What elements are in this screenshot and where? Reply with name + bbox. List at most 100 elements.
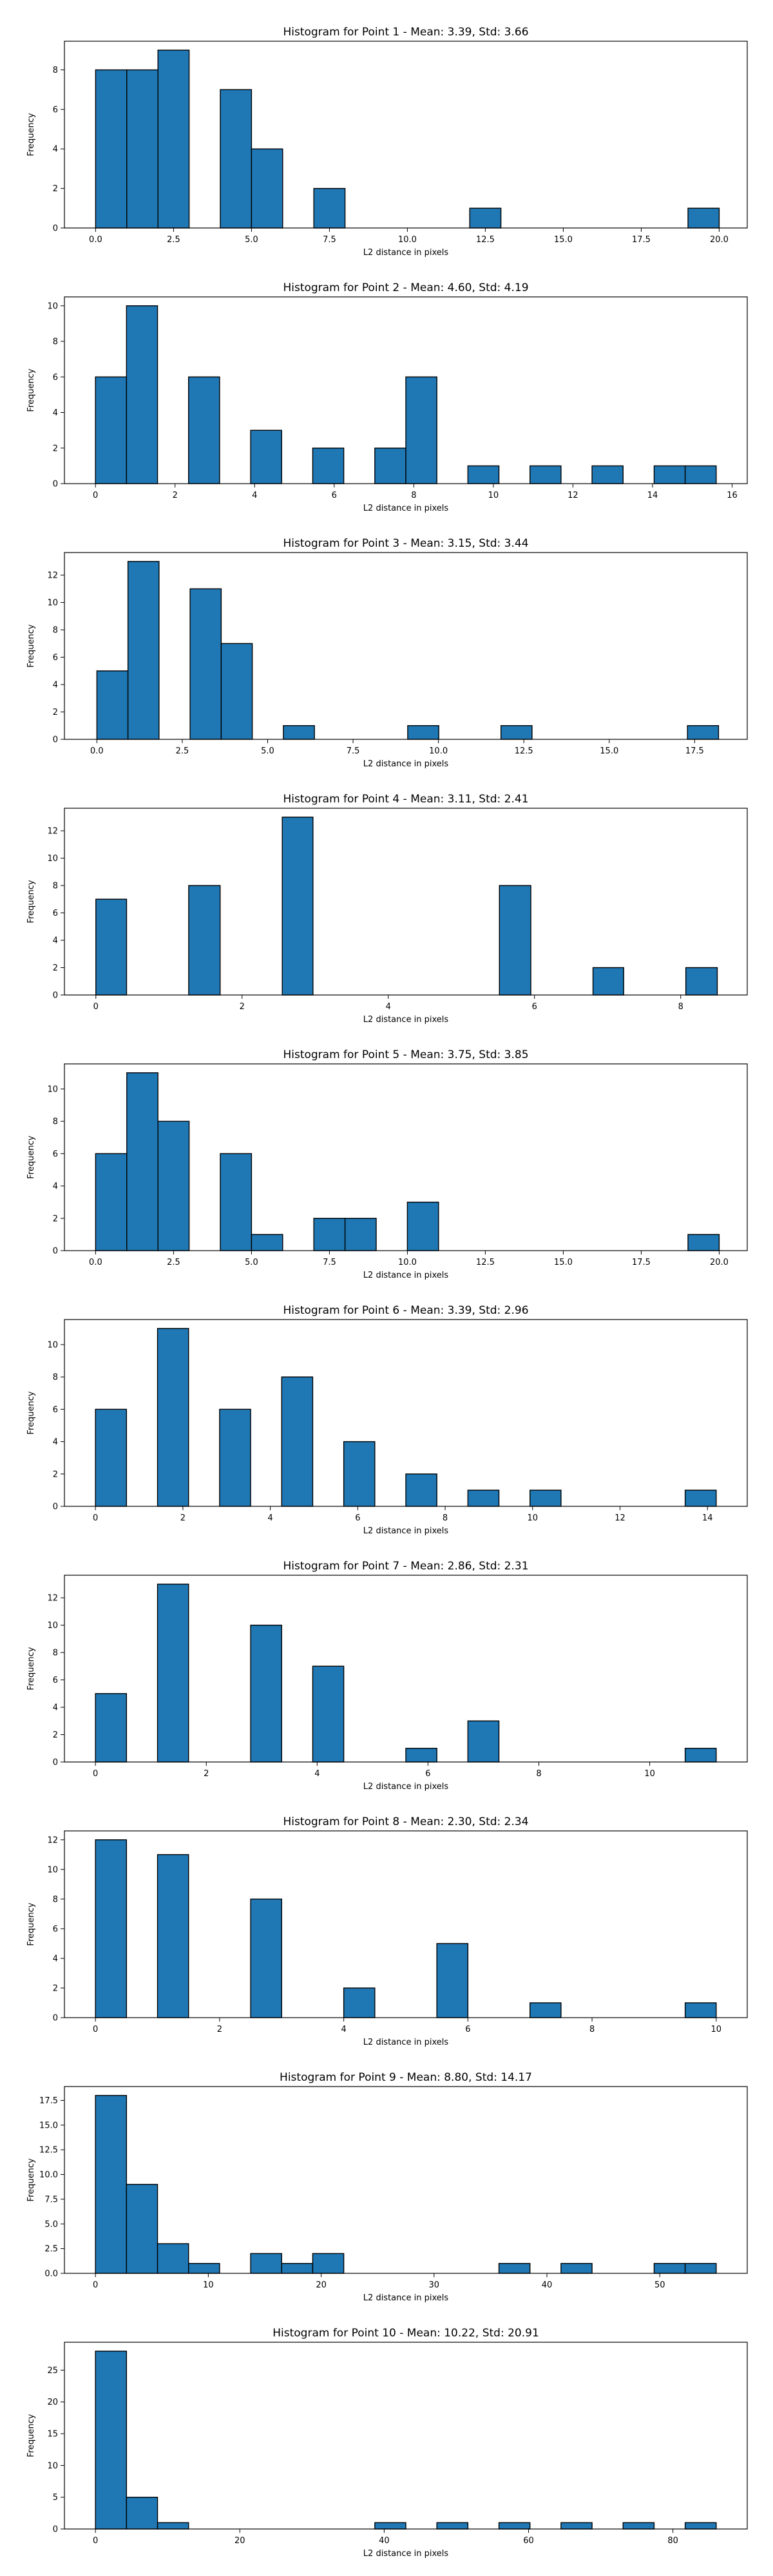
- y-tick-label: 2: [53, 1730, 58, 1740]
- histogram-bar: [344, 1218, 377, 1251]
- histogram-bar: [436, 1943, 469, 2018]
- histogram-panel-5: Histogram for Point 5 - Mean: 3.75, Std:…: [26, 1048, 748, 1280]
- histogram-bar: [157, 1121, 190, 1251]
- y-tick-label: 10.0: [39, 2170, 58, 2180]
- x-tick-label: 6: [465, 2025, 470, 2034]
- x-tick-label: 0: [93, 2536, 98, 2546]
- y-axis-label: Frequency: [26, 880, 36, 923]
- y-tick-label: 0: [53, 2014, 58, 2023]
- histogram-bar: [250, 1624, 282, 1763]
- x-tick-label: 0: [93, 491, 98, 500]
- histogram-bar: [684, 2262, 717, 2274]
- y-tick-label: 12.5: [39, 2146, 58, 2155]
- histogram-bar: [685, 967, 718, 996]
- y-axis-label: Frequency: [26, 1902, 36, 1946]
- histogram-bar: [95, 1839, 128, 2018]
- histogram-bar: [405, 1748, 437, 1763]
- x-tick-label: 12.5: [515, 746, 533, 756]
- x-axis-label: L2 distance in pixels: [363, 1015, 449, 1025]
- x-tick-label: 10.0: [398, 235, 417, 245]
- x-tick-label: 16: [727, 491, 738, 500]
- x-tick-label: 10: [488, 491, 499, 500]
- histogram-panel-3: Histogram for Point 3 - Mean: 3.15, Std:…: [26, 537, 748, 769]
- y-tick-label: 4: [53, 408, 58, 418]
- histogram-bar: [95, 1153, 128, 1251]
- histogram-bar: [157, 1854, 189, 2018]
- x-tick-label: 12.5: [476, 1258, 495, 1267]
- x-axis-label: L2 distance in pixels: [363, 1271, 449, 1280]
- histogram-bar: [684, 2522, 717, 2530]
- histogram-bar: [283, 725, 315, 740]
- x-tick-label: 2: [240, 1002, 245, 1012]
- histogram-bar: [127, 561, 160, 740]
- x-tick-label: 80: [667, 2536, 678, 2546]
- histogram-panel-10: Histogram for Point 10 - Mean: 10.22, St…: [26, 2327, 748, 2559]
- histogram-bar: [189, 588, 222, 740]
- plot-frame: [64, 808, 748, 996]
- x-tick-label: 6: [532, 1002, 537, 1012]
- histogram-bar: [250, 2253, 282, 2274]
- x-tick-label: 12: [568, 491, 578, 500]
- histogram-bar: [436, 2522, 469, 2530]
- histogram-bar: [312, 2253, 345, 2274]
- histogram-bar: [157, 1584, 189, 1763]
- histogram-bar: [95, 898, 128, 996]
- histogram-bar: [467, 465, 500, 484]
- x-tick-label: 12: [615, 1513, 625, 1523]
- x-tick-label: 8: [678, 1002, 683, 1012]
- y-tick-label: 4: [53, 1182, 58, 1191]
- y-tick-label: 4: [53, 145, 58, 155]
- x-tick-label: 0: [93, 1513, 98, 1523]
- chart-title: Histogram for Point 2 - Mean: 4.60, Std:…: [283, 281, 528, 294]
- histogram-bar: [188, 885, 221, 996]
- y-tick-label: 6: [53, 1924, 58, 1934]
- chart-title: Histogram for Point 5 - Mean: 3.75, Std:…: [283, 1048, 528, 1061]
- x-tick-label: 4: [341, 2025, 346, 2034]
- x-tick-label: 2.5: [167, 235, 180, 245]
- x-tick-label: 10: [644, 1769, 655, 1779]
- chart-title: Histogram for Point 9 - Mean: 8.80, Std:…: [280, 2071, 532, 2084]
- y-tick-label: 4: [53, 936, 58, 946]
- x-tick-label: 2.5: [167, 1258, 180, 1267]
- y-tick-label: 0: [53, 1247, 58, 1256]
- x-tick-label: 14: [647, 491, 658, 500]
- histogram-bar: [126, 2184, 158, 2274]
- y-tick-label: 2: [53, 184, 58, 194]
- histogram-bar: [498, 2262, 531, 2274]
- x-tick-label: 60: [523, 2536, 534, 2546]
- histogram-bar: [281, 1376, 314, 1507]
- x-tick-label: 0: [93, 2280, 98, 2290]
- x-tick-label: 0.0: [89, 235, 102, 245]
- y-tick-label: 2: [53, 1984, 58, 1993]
- y-tick-label: 12: [47, 571, 58, 581]
- histogram-bar: [313, 1218, 346, 1251]
- histogram-bar: [343, 1987, 376, 2018]
- histogram-bar: [500, 725, 533, 740]
- histogram-bar: [530, 465, 562, 484]
- histogram-bar: [95, 1693, 128, 1763]
- histogram-bar: [653, 2262, 686, 2274]
- y-tick-label: 2.5: [44, 2244, 58, 2254]
- x-tick-label: 5.0: [261, 746, 274, 756]
- histogram-bar: [592, 967, 624, 996]
- histogram-bar: [684, 465, 717, 484]
- histogram-bar: [95, 376, 128, 484]
- x-tick-label: 6: [425, 1769, 430, 1779]
- plot-frame: [64, 296, 748, 484]
- y-tick-label: 10: [47, 1865, 58, 1875]
- histogram-bar: [560, 2262, 593, 2274]
- histogram-bar: [157, 2522, 189, 2530]
- x-tick-label: 8: [589, 2025, 595, 2034]
- x-tick-label: 2.5: [176, 746, 189, 756]
- y-tick-label: 6: [53, 373, 58, 383]
- y-tick-label: 4: [53, 1703, 58, 1713]
- y-tick-label: 5: [53, 2493, 58, 2503]
- x-axis-label: L2 distance in pixels: [363, 1782, 449, 1792]
- y-tick-label: 7.5: [44, 2195, 58, 2204]
- histogram-bar: [126, 1072, 158, 1251]
- histogram-bar: [126, 69, 158, 229]
- plot-frame: [64, 552, 748, 740]
- x-tick-label: 15.0: [600, 746, 618, 756]
- x-tick-label: 4: [386, 1002, 391, 1012]
- y-tick-label: 6: [53, 1676, 58, 1685]
